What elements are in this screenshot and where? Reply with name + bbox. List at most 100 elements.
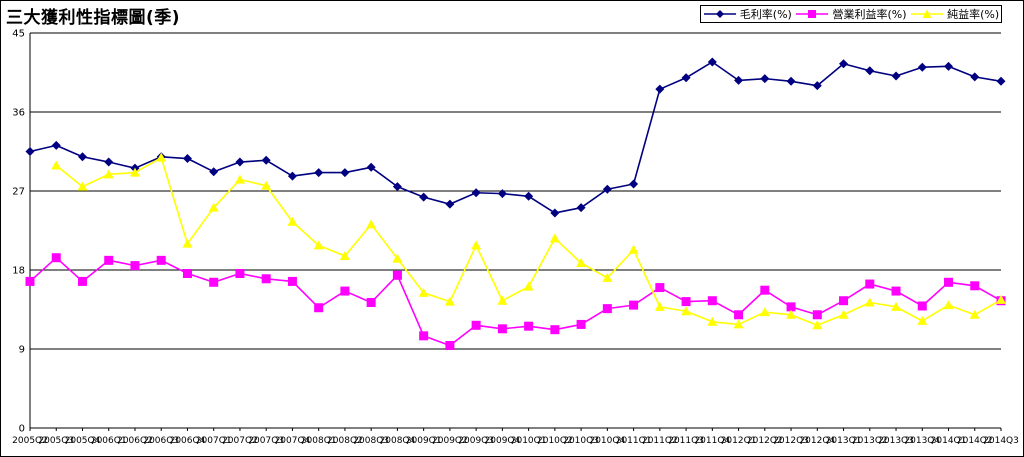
point-triangle xyxy=(576,257,587,267)
point-diamond xyxy=(655,84,665,94)
x-tick-label: 2011Q2 xyxy=(642,436,678,446)
x-tick-label: 2014Q2 xyxy=(957,436,993,446)
y-tick-label: 36 xyxy=(12,108,25,119)
point-triangle xyxy=(996,294,1006,304)
point-square xyxy=(130,261,140,271)
axes xyxy=(29,33,1002,431)
legend-swatch-net-margin xyxy=(911,9,944,18)
point-triangle xyxy=(681,306,692,316)
point-square xyxy=(891,286,901,296)
point-diamond xyxy=(629,179,639,189)
point-triangle xyxy=(838,309,849,319)
x-tick-label: 2009Q2 xyxy=(432,436,468,446)
point-triangle xyxy=(786,309,797,319)
point-diamond xyxy=(550,208,560,218)
x-tick-label: 2013Q4 xyxy=(904,436,940,446)
gridlines xyxy=(30,32,1001,350)
point-triangle xyxy=(208,202,219,212)
x-tick-label: 2007Q4 xyxy=(275,436,311,446)
point-triangle xyxy=(313,240,324,250)
point-triangle xyxy=(812,320,823,330)
point-diamond xyxy=(996,76,1006,86)
point-diamond xyxy=(497,189,507,199)
x-tick-label: 2013Q3 xyxy=(878,436,914,446)
point-square xyxy=(576,319,586,329)
x-tick-label: 2012Q3 xyxy=(773,436,809,446)
point-square xyxy=(629,300,639,310)
point-square xyxy=(25,276,35,286)
point-diamond xyxy=(839,59,849,69)
point-diamond xyxy=(707,57,717,67)
x-tick-label: 2006Q1 xyxy=(91,436,127,446)
point-square xyxy=(681,297,691,307)
point-triangle xyxy=(471,240,482,250)
chart-legend: 毛利率(%) 營業利益率(%) 純益率(%) xyxy=(700,5,1002,23)
x-tick-label: 2008Q3 xyxy=(353,436,389,446)
point-triangle xyxy=(182,238,193,248)
point-diamond xyxy=(760,74,770,84)
point-triangle xyxy=(628,244,639,254)
x-tick-label: 2008Q2 xyxy=(327,436,363,446)
point-diamond xyxy=(314,168,324,178)
point-square xyxy=(865,279,875,289)
x-tick-label: 2012Q2 xyxy=(747,436,783,446)
point-triangle xyxy=(418,287,429,297)
series-line-0 xyxy=(29,61,1002,214)
point-square xyxy=(970,281,980,291)
point-diamond xyxy=(235,157,245,167)
legend-item-net-margin: 純益率(%) xyxy=(910,6,999,22)
x-tick-label: 2010Q4 xyxy=(589,436,625,446)
point-triangle xyxy=(156,152,167,162)
point-square xyxy=(156,255,166,265)
y-tick-label: 45 xyxy=(12,29,25,40)
x-tick-label: 2007Q3 xyxy=(248,436,284,446)
point-triangle xyxy=(969,309,980,319)
point-square xyxy=(602,304,612,314)
x-tick-label: 2009Q3 xyxy=(458,436,494,446)
point-triangle xyxy=(444,296,455,306)
legend-swatch-operating-margin xyxy=(796,10,829,18)
point-square xyxy=(786,302,796,312)
point-square xyxy=(497,324,507,334)
point-square xyxy=(734,310,744,320)
point-triangle xyxy=(51,160,62,170)
x-tick-label: 2010Q2 xyxy=(537,436,573,446)
point-square xyxy=(77,276,87,286)
point-diamond xyxy=(576,203,586,213)
point-triangle xyxy=(129,167,140,177)
x-tick-label: 2011Q4 xyxy=(694,436,730,446)
point-square xyxy=(340,286,350,296)
point-diamond xyxy=(25,147,35,156)
y-tick-label: 27 xyxy=(12,187,25,198)
legend-label-net-margin: 純益率(%) xyxy=(947,8,1000,21)
x-tick-label: 2014Q1 xyxy=(931,436,967,446)
point-triangle xyxy=(891,301,902,311)
point-square xyxy=(366,297,376,307)
point-square xyxy=(235,269,245,279)
point-triangle xyxy=(392,253,403,263)
x-tick-label: 2005Q4 xyxy=(65,436,101,446)
x-tick-label: 2007Q1 xyxy=(196,436,232,446)
point-triangle xyxy=(549,233,560,243)
x-tick-label: 2012Q1 xyxy=(721,436,757,446)
legend-item-gross-margin: 毛利率(%) xyxy=(703,6,792,22)
point-square xyxy=(707,296,717,306)
point-square xyxy=(209,277,219,287)
point-diamond xyxy=(970,72,980,82)
point-diamond xyxy=(891,71,901,81)
point-diamond xyxy=(786,76,796,86)
point-diamond xyxy=(524,191,534,201)
point-triangle xyxy=(864,297,875,307)
chart-title: 三大獲利性指標圖(季) xyxy=(6,8,181,28)
x-tick-label: 2013Q1 xyxy=(826,436,862,446)
point-diamond xyxy=(182,154,192,164)
x-tick-label: 2013Q2 xyxy=(852,436,888,446)
point-diamond xyxy=(944,61,954,71)
x-tick-label: 2009Q1 xyxy=(406,436,442,446)
point-diamond xyxy=(366,162,376,172)
point-square xyxy=(944,277,954,287)
point-diamond xyxy=(340,168,350,178)
point-diamond xyxy=(917,62,927,72)
point-square xyxy=(655,283,665,293)
